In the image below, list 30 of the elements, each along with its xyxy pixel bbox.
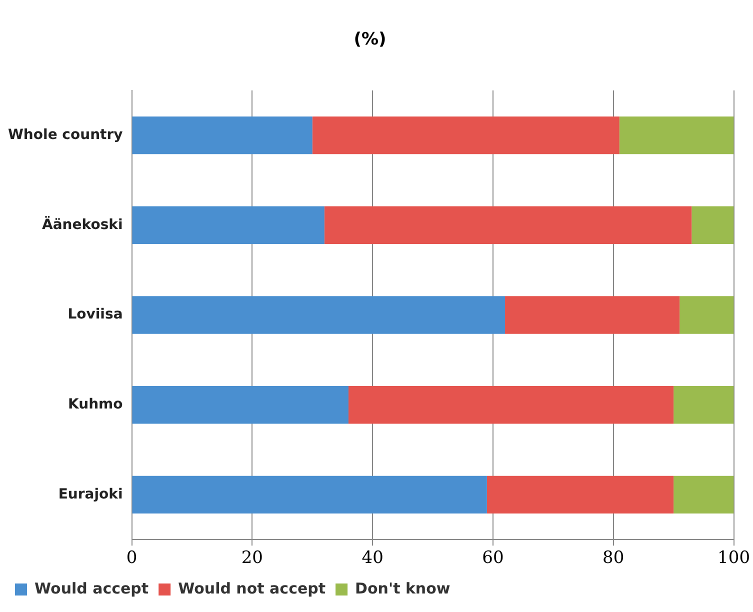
x-tick-label: 60 bbox=[482, 548, 504, 568]
bar bbox=[312, 116, 620, 154]
bar bbox=[680, 296, 734, 334]
legend-label: Would not accept bbox=[178, 579, 326, 598]
y-tick-label: Kuhmo bbox=[68, 396, 124, 412]
legend-label: Would accept bbox=[34, 579, 149, 598]
x-tick-label: 100 bbox=[718, 548, 750, 568]
legend-label: Don't know bbox=[355, 579, 450, 598]
bar bbox=[348, 386, 674, 424]
bar bbox=[619, 116, 734, 154]
bar bbox=[324, 206, 692, 244]
bar bbox=[132, 206, 324, 244]
bar bbox=[486, 476, 674, 514]
bar bbox=[674, 386, 734, 424]
bar bbox=[132, 116, 312, 154]
chart-title: (%) bbox=[354, 30, 386, 50]
bar bbox=[132, 296, 506, 334]
x-tick-label: 40 bbox=[362, 548, 384, 568]
bar bbox=[132, 476, 487, 514]
y-tick-label: Eurajoki bbox=[58, 486, 123, 502]
bar bbox=[674, 476, 734, 514]
x-tick-label: 20 bbox=[241, 548, 263, 568]
y-tick-label: Whole country bbox=[8, 126, 123, 143]
y-tick-label: Loviisa bbox=[68, 306, 123, 323]
x-tick-label: 80 bbox=[602, 548, 624, 568]
bar bbox=[505, 296, 680, 334]
y-tick-label: Äänekoski bbox=[42, 216, 123, 233]
bar bbox=[692, 206, 734, 244]
x-tick-label: 0 bbox=[126, 548, 138, 568]
bar bbox=[132, 386, 348, 424]
